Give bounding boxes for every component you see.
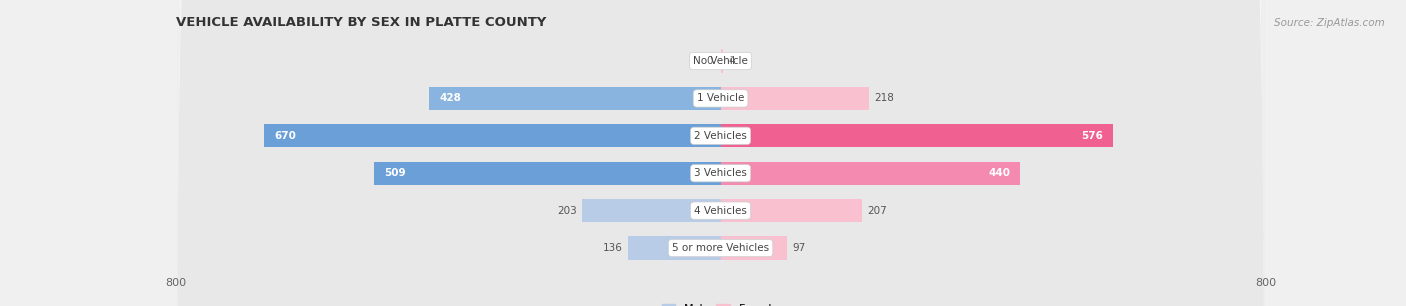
Bar [429, 87, 721, 110]
FancyBboxPatch shape [177, 0, 1264, 306]
FancyBboxPatch shape [177, 0, 1264, 306]
Bar [582, 199, 721, 222]
FancyBboxPatch shape [177, 0, 1264, 306]
Text: 3 Vehicles: 3 Vehicles [695, 168, 747, 178]
Text: 576: 576 [1081, 131, 1102, 141]
Text: 509: 509 [384, 168, 406, 178]
FancyBboxPatch shape [177, 0, 1264, 306]
Text: 4: 4 [728, 56, 735, 66]
Bar [721, 199, 862, 222]
Bar [628, 237, 721, 259]
Text: No Vehicle: No Vehicle [693, 56, 748, 66]
Text: 218: 218 [875, 93, 894, 103]
Bar [264, 124, 721, 147]
Bar [721, 237, 786, 259]
Text: 203: 203 [557, 206, 576, 216]
FancyBboxPatch shape [177, 0, 1264, 306]
Text: 136: 136 [603, 243, 623, 253]
FancyBboxPatch shape [177, 0, 1264, 306]
Text: 2 Vehicles: 2 Vehicles [695, 131, 747, 141]
Text: 0: 0 [706, 56, 713, 66]
Text: 4 Vehicles: 4 Vehicles [695, 206, 747, 216]
Text: 1 Vehicle: 1 Vehicle [697, 93, 744, 103]
Text: 440: 440 [988, 168, 1010, 178]
Bar [721, 50, 723, 73]
Text: 207: 207 [868, 206, 887, 216]
Bar [721, 162, 1021, 185]
Bar [721, 87, 869, 110]
Bar [721, 124, 1114, 147]
Bar [374, 162, 721, 185]
Text: 428: 428 [439, 93, 461, 103]
Text: 5 or more Vehicles: 5 or more Vehicles [672, 243, 769, 253]
Text: VEHICLE AVAILABILITY BY SEX IN PLATTE COUNTY: VEHICLE AVAILABILITY BY SEX IN PLATTE CO… [176, 16, 546, 28]
Text: Source: ZipAtlas.com: Source: ZipAtlas.com [1274, 18, 1385, 28]
Text: 670: 670 [274, 131, 297, 141]
Text: 97: 97 [792, 243, 806, 253]
Legend: Male, Female: Male, Female [658, 299, 783, 306]
